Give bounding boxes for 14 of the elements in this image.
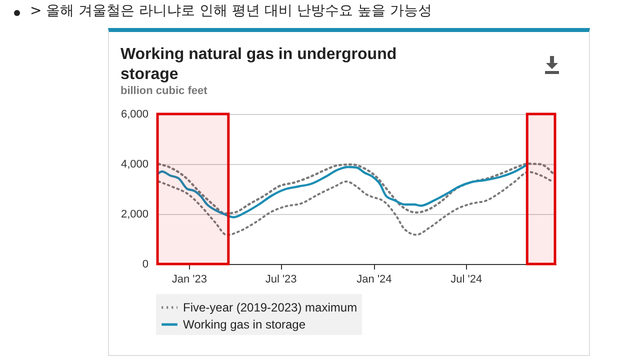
x-tick-label: Jul '23	[265, 274, 297, 286]
line-series	[158, 171, 554, 236]
y-tick-label: 2,000	[120, 208, 148, 220]
y-tick-label: 6,000	[120, 108, 148, 120]
chart-title: Working natural gas in underground storage	[120, 46, 397, 83]
x-tick-label: Jul '24	[450, 274, 482, 286]
x-tick-label: Jan '23	[172, 274, 207, 286]
legend-label: Working gas in storage	[183, 318, 306, 332]
y-tick-label: 0	[142, 258, 148, 270]
legend-label: Five-year (2019-2023) maximum	[183, 300, 358, 314]
y-tick-label: 4,000	[120, 158, 148, 170]
text: > 올해 겨울철은 라니냐로 인해 평년 대비 난방수요 높을 가능성	[30, 2, 432, 20]
x-tick-label: Jan '24	[356, 274, 392, 286]
chart-subtitle: billion cubic feet	[120, 85, 208, 97]
